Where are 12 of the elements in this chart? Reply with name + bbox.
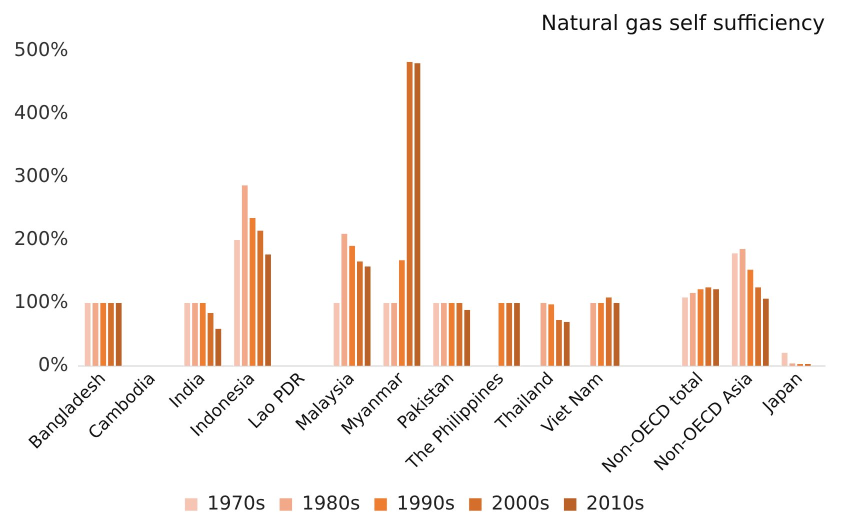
legend-label: 1990s <box>396 492 455 514</box>
y-tick-label: 300% <box>14 165 68 188</box>
y-tick-label: 0% <box>38 354 68 376</box>
chart-title: Natural gas self sufficiency <box>541 11 825 36</box>
y-tick-label: 400% <box>14 102 68 124</box>
legend-label: 2000s <box>491 492 550 514</box>
y-tick-label: 200% <box>14 228 68 250</box>
y-tick-label: 100% <box>14 290 68 313</box>
legend-label: 2010s <box>586 492 644 514</box>
y-tick-label: 500% <box>14 39 68 62</box>
legend-label: 1970s <box>207 492 266 514</box>
legend-label: 1980s <box>302 492 360 514</box>
